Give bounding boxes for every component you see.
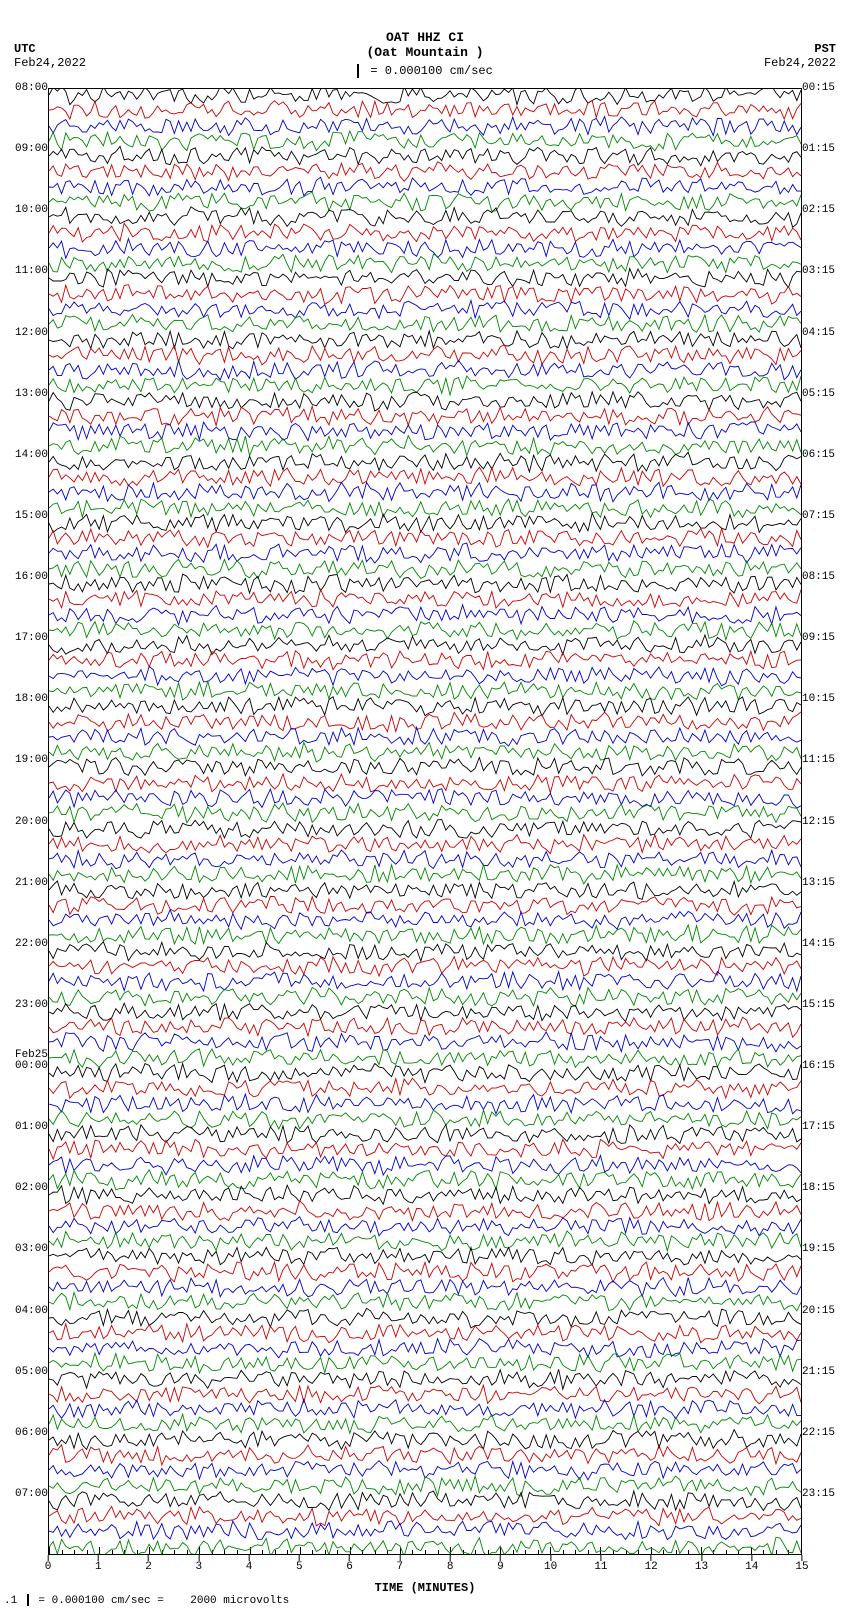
x-tick: 11 bbox=[594, 1555, 607, 1573]
utc-hour-label: 17:00 bbox=[2, 633, 48, 644]
x-tick: 1 bbox=[95, 1555, 102, 1573]
tz-left-label: UTC bbox=[14, 42, 36, 56]
x-tick: 14 bbox=[745, 1555, 758, 1573]
pst-hour-label: 04:15 bbox=[802, 328, 848, 339]
utc-hour-label: 18:00 bbox=[2, 694, 48, 705]
x-tick: 2 bbox=[145, 1555, 152, 1573]
x-tick: 15 bbox=[795, 1555, 808, 1573]
utc-hour-label: 10:00 bbox=[2, 205, 48, 216]
utc-hour-label: 04:00 bbox=[2, 1306, 48, 1317]
pst-hour-label: 23:15 bbox=[802, 1489, 848, 1500]
pst-hour-label: 08:15 bbox=[802, 572, 848, 583]
utc-hour-label: 01:00 bbox=[2, 1122, 48, 1133]
utc-hour-label: 15:00 bbox=[2, 511, 48, 522]
x-tick: 13 bbox=[695, 1555, 708, 1573]
x-tick: 9 bbox=[497, 1555, 504, 1573]
utc-hour-label: 12:00 bbox=[2, 328, 48, 339]
pst-hour-label: 09:15 bbox=[802, 633, 848, 644]
utc-hour-label: 05:00 bbox=[2, 1367, 48, 1378]
x-tick: 3 bbox=[195, 1555, 202, 1573]
utc-hour-label: 14:00 bbox=[2, 450, 48, 461]
utc-hour-label: 19:00 bbox=[2, 755, 48, 766]
tz-right-label: PST bbox=[814, 42, 836, 56]
x-tick: 12 bbox=[645, 1555, 658, 1573]
x-axis: 0123456789101112131415 bbox=[48, 1555, 802, 1579]
station-location: (Oat Mountain ) bbox=[0, 45, 850, 60]
x-tick: 7 bbox=[397, 1555, 404, 1573]
utc-hour-label: 00:00 bbox=[2, 1061, 48, 1072]
scale-text: = 0.000100 cm/sec bbox=[370, 64, 492, 78]
pst-hour-label: 00:15 bbox=[802, 83, 848, 94]
pst-hour-label: 01:15 bbox=[802, 144, 848, 155]
pst-hour-label: 13:15 bbox=[802, 878, 848, 889]
footer-text-a: = 0.000100 cm/sec = bbox=[38, 1595, 163, 1607]
x-axis-title: TIME (MINUTES) bbox=[0, 1581, 850, 1595]
pst-hour-label: 10:15 bbox=[802, 694, 848, 705]
utc-axis: 08:0009:0010:0011:0012:0013:0014:0015:00… bbox=[2, 88, 48, 1555]
footer-prefix: .1 bbox=[4, 1595, 17, 1607]
utc-hour-label: 08:00 bbox=[2, 83, 48, 94]
pst-hour-label: 18:15 bbox=[802, 1183, 848, 1194]
date-left: Feb24,2022 bbox=[14, 56, 86, 70]
pst-hour-label: 05:15 bbox=[802, 389, 848, 400]
pst-hour-label: 02:15 bbox=[802, 205, 848, 216]
utc-hour-label: 23:00 bbox=[2, 1000, 48, 1011]
x-tick: 8 bbox=[447, 1555, 454, 1573]
trace-line bbox=[49, 1540, 801, 1554]
x-tick: 4 bbox=[246, 1555, 253, 1573]
x-tick: 5 bbox=[296, 1555, 303, 1573]
utc-hour-label: 11:00 bbox=[2, 266, 48, 277]
utc-hour-label: 06:00 bbox=[2, 1428, 48, 1439]
utc-hour-label: 03:00 bbox=[2, 1244, 48, 1255]
utc-hour-label: 20:00 bbox=[2, 817, 48, 828]
pst-hour-label: 21:15 bbox=[802, 1367, 848, 1378]
pst-hour-label: 12:15 bbox=[802, 817, 848, 828]
scale-indicator: = 0.000100 cm/sec bbox=[0, 60, 850, 78]
pst-hour-label: 15:15 bbox=[802, 1000, 848, 1011]
date-right: Feb24,2022 bbox=[764, 56, 836, 70]
helicorder-plot bbox=[48, 88, 802, 1555]
footer-bar-icon bbox=[27, 1594, 29, 1606]
pst-hour-label: 22:15 bbox=[802, 1428, 848, 1439]
x-tick: 0 bbox=[45, 1555, 52, 1573]
pst-hour-label: 16:15 bbox=[802, 1061, 848, 1072]
footer-text-b: 2000 microvolts bbox=[190, 1595, 289, 1607]
pst-hour-label: 20:15 bbox=[802, 1306, 848, 1317]
pst-hour-label: 19:15 bbox=[802, 1244, 848, 1255]
pst-hour-label: 07:15 bbox=[802, 511, 848, 522]
pst-hour-label: 14:15 bbox=[802, 939, 848, 950]
x-tick: 6 bbox=[346, 1555, 353, 1573]
utc-hour-label: 02:00 bbox=[2, 1183, 48, 1194]
utc-hour-label: 13:00 bbox=[2, 389, 48, 400]
pst-axis: 00:1501:1502:1503:1504:1505:1506:1507:15… bbox=[802, 88, 848, 1555]
pst-hour-label: 17:15 bbox=[802, 1122, 848, 1133]
utc-hour-label: 07:00 bbox=[2, 1489, 48, 1500]
pst-hour-label: 06:15 bbox=[802, 450, 848, 461]
utc-hour-label: 22:00 bbox=[2, 939, 48, 950]
footer-scale: .1 = 0.000100 cm/sec = 2000 microvolts bbox=[4, 1594, 289, 1607]
utc-hour-label: 09:00 bbox=[2, 144, 48, 155]
utc-hour-label: 16:00 bbox=[2, 572, 48, 583]
scale-bar-icon bbox=[357, 64, 359, 78]
x-tick: 10 bbox=[544, 1555, 557, 1573]
station-code: OAT HHZ CI bbox=[0, 30, 850, 45]
pst-hour-label: 11:15 bbox=[802, 755, 848, 766]
utc-hour-label: 21:00 bbox=[2, 878, 48, 889]
pst-hour-label: 03:15 bbox=[802, 266, 848, 277]
